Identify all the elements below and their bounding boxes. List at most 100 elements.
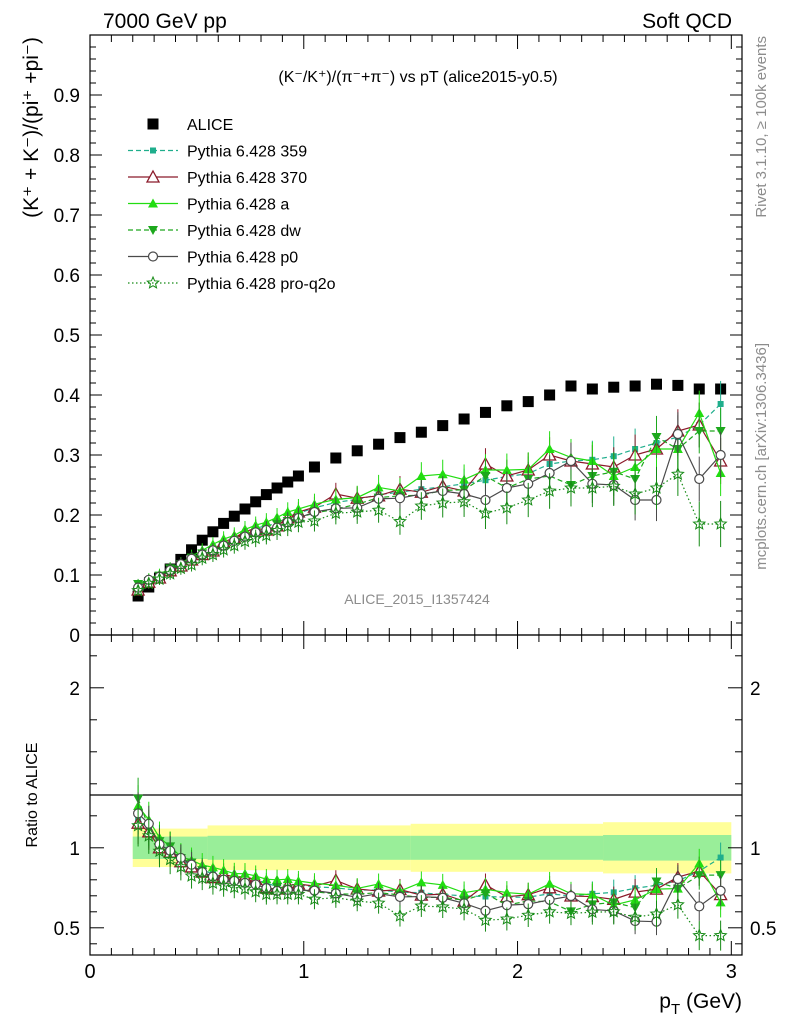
- data-point-dw: [694, 427, 705, 436]
- ratio-y-tick-label: 2: [69, 679, 80, 700]
- ratio-point-proq2o: [670, 897, 685, 911]
- y-tick-label: 0.5: [54, 326, 80, 347]
- x-axis-label: pT (GeV): [659, 990, 742, 1018]
- data-point-alice: [672, 379, 684, 391]
- legend-label: Pythia 6.428 pro-q2o: [187, 276, 336, 293]
- x-tick-label: 1: [298, 961, 309, 983]
- ratio-point-proq2o: [478, 912, 493, 927]
- ratio-point-dw: [694, 871, 705, 881]
- data-point-alice: [218, 517, 230, 529]
- data-point-proq2o: [307, 513, 322, 527]
- series-p0: [132, 412, 726, 593]
- ratio-y-tick-label-right: 1: [750, 839, 761, 860]
- header-left: 7000 GeV pp: [103, 10, 227, 33]
- mcplots-label: mcplots.cern.ch [arXiv:1306.3436]: [753, 343, 770, 570]
- legend-entry-a: Pythia 6.428 a: [128, 197, 289, 214]
- main-series-group: [131, 378, 728, 602]
- ratio-point-p359: [717, 854, 724, 861]
- x-axis-label-main: p: [659, 990, 671, 1013]
- ratio-y-axis-label: Ratio to ALICE: [24, 743, 41, 848]
- legend: ALICE Pythia 6.428 359 Pythia 6.428 370 Pyt…: [128, 117, 336, 293]
- ratio-point-proq2o: [131, 818, 146, 832]
- data-point-alice: [292, 470, 304, 482]
- ratio-series-proq2o: [131, 804, 728, 951]
- data-point-alice: [260, 489, 272, 501]
- data-point-alice: [415, 426, 427, 438]
- main-y-tick-labels: 0 0.1 0.2 0.3 0.4 0.5 0.6 0.7 0.8 0.9: [54, 86, 81, 647]
- ratio-point-proq2o: [350, 893, 365, 907]
- data-point-proq2o: [205, 547, 220, 561]
- data-point-proq2o: [152, 571, 167, 586]
- ratio-point-proq2o: [163, 852, 178, 866]
- header-right: Soft QCD: [642, 10, 732, 33]
- data-point-dw: [715, 427, 726, 436]
- ratio-point-a: [437, 879, 448, 889]
- ratio-point-proq2o: [628, 909, 643, 924]
- ratio-point-proq2o: [173, 859, 188, 873]
- legend-marker-p370: [145, 169, 161, 183]
- ratio-axis-ticks: [89, 635, 742, 955]
- ratio-point-proq2o: [499, 911, 514, 925]
- legend-entry-dw: Pythia 6.428 dw: [128, 223, 301, 240]
- legend-label: ALICE: [187, 117, 233, 134]
- data-point-p0: [672, 428, 683, 440]
- data-point-proq2o: [270, 523, 285, 537]
- ratio-plot-frame: [89, 634, 743, 956]
- data-point-alice: [228, 510, 240, 522]
- data-point-p0: [501, 482, 512, 494]
- data-point-alice: [650, 378, 662, 390]
- ratio-point-proq2o: [205, 875, 220, 890]
- data-point-p0: [565, 455, 577, 467]
- ratio-point-a: [501, 887, 512, 897]
- ratio-point-proq2o: [649, 906, 664, 920]
- data-point-alice: [586, 383, 598, 395]
- ratio-point-p0: [694, 901, 705, 912]
- ratio-point-proq2o: [152, 843, 167, 858]
- ratio-band-inner: [603, 835, 732, 861]
- data-point-proq2o: [248, 531, 263, 545]
- x-tick-label: 0: [84, 961, 95, 983]
- rivet-label: Rivet 3.1.10, ≥ 100k events: [753, 36, 770, 218]
- data-point-proq2o: [457, 494, 472, 508]
- ratio-point-a: [544, 878, 555, 888]
- data-point-proq2o: [435, 495, 450, 509]
- data-point-alice: [239, 503, 251, 515]
- data-point-alice: [351, 445, 363, 457]
- data-point-proq2o: [542, 483, 557, 497]
- x-tick-label: 3: [726, 961, 737, 983]
- y-tick-label: 0.2: [54, 506, 80, 527]
- data-point-alice: [207, 526, 219, 538]
- legend-entry-alice: ALICE: [147, 117, 233, 134]
- ratio-point-p0: [565, 890, 577, 902]
- ratio-point-proq2o: [457, 901, 472, 916]
- ratio-point-proq2o: [307, 891, 322, 906]
- data-point-p0: [694, 473, 705, 485]
- data-point-proq2o: [628, 486, 643, 500]
- data-point-alice: [196, 534, 208, 546]
- legend-entry-p0: Pythia 6.428 p0: [128, 250, 298, 267]
- ratio-point-proq2o: [328, 890, 343, 904]
- main-chart-title: (K⁻/K⁺)/(π⁻+π⁻) vs pT (alice2015-y0.5): [278, 69, 557, 86]
- ratio-point-p0: [394, 891, 406, 903]
- ratio-y-tick-labels: 0.5 1 2: [54, 679, 80, 940]
- legend-marker-a: [148, 198, 158, 208]
- data-point-proq2o: [371, 502, 386, 517]
- data-point-proq2o: [184, 557, 199, 571]
- ratio-y-tick-label: 1: [69, 839, 80, 860]
- ratio-y-tick-label-right: 0.5: [750, 919, 776, 940]
- legend-marker-dw: [148, 226, 158, 235]
- ratio-point-dw: [715, 871, 726, 881]
- data-point-proq2o: [585, 480, 600, 494]
- data-point-alice: [565, 380, 577, 392]
- ratio-point-proq2o: [585, 904, 600, 919]
- ratio-point-proq2o: [713, 928, 728, 942]
- data-point-proq2o: [328, 505, 343, 520]
- main-y-axis-label: (K⁺ + K⁻)/(pi⁺ +pi⁻): [20, 37, 43, 218]
- legend-entry-proq2o: Pythia 6.428 pro-q2o: [128, 275, 336, 293]
- legend-entry-p359: Pythia 6.428 359: [128, 144, 307, 161]
- y-tick-label: 0: [69, 626, 80, 647]
- ratio-point-proq2o: [371, 895, 386, 910]
- x-axis-label-unit: (GeV): [680, 990, 742, 1013]
- data-point-proq2o: [291, 514, 306, 529]
